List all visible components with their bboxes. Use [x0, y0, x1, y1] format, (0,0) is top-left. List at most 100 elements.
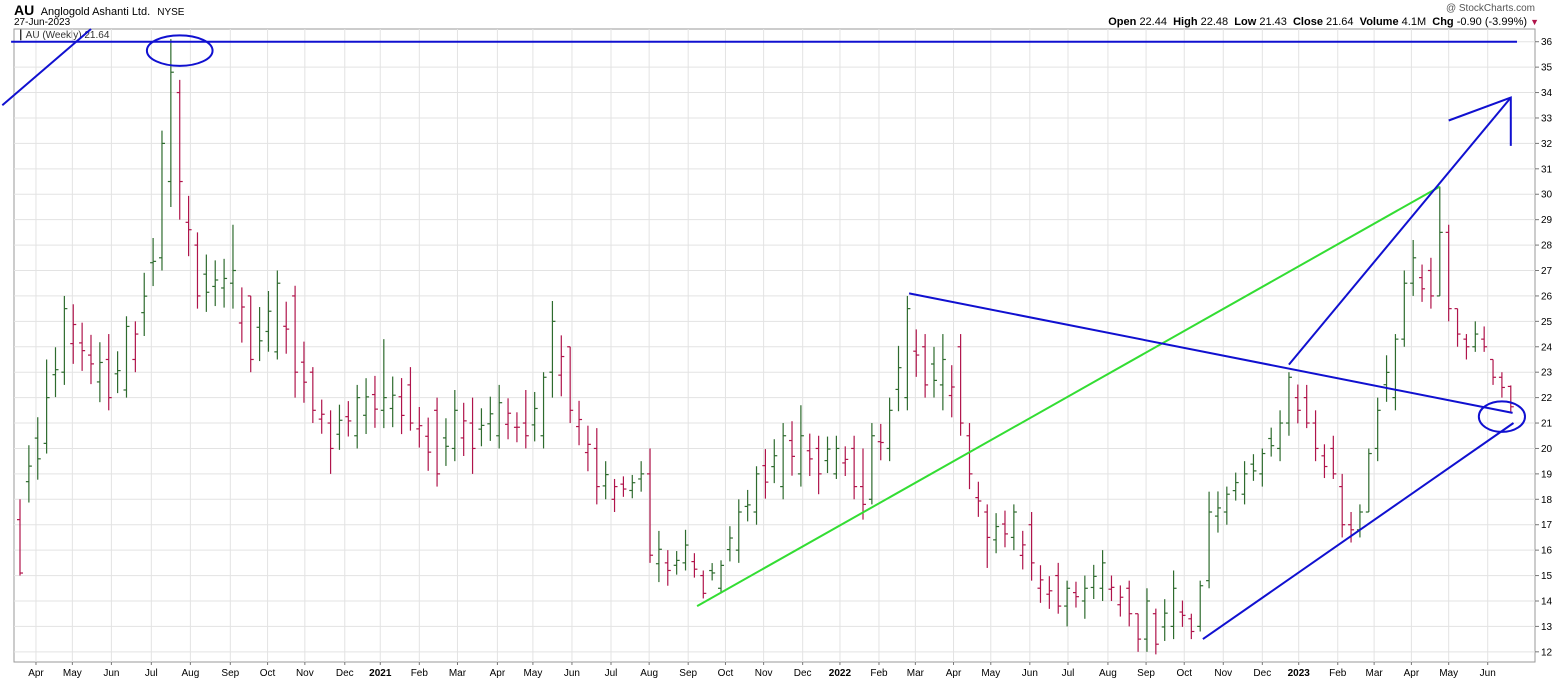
ohlc-bar — [975, 481, 982, 517]
x-tick-label: Oct — [1176, 668, 1192, 679]
ohlc-bar — [638, 461, 645, 492]
ohlc-bar — [185, 195, 192, 257]
ohlc-bar — [442, 418, 449, 466]
company-name: Anglogold Ashanti Ltd. — [40, 6, 151, 18]
ohlc-bar — [87, 334, 94, 385]
ohlc-bar — [1090, 564, 1097, 599]
x-tick-label: Nov — [296, 668, 314, 679]
ohlc-bar — [336, 404, 343, 450]
y-axis: 12 13 14 15 16 17 18 19 20 21 22 23 24 25 26 27 28 29 30 31… — [1535, 37, 1553, 658]
ohlc-bar — [1507, 385, 1514, 413]
y-tick-label: 12 — [1541, 647, 1553, 658]
y-tick-label: 17 — [1541, 520, 1553, 531]
ohlc-bar — [762, 449, 769, 499]
series-legend-label: AU (Weekly) 21.64 — [25, 30, 110, 41]
ohlc-bar — [221, 258, 228, 308]
ohlc-bar — [150, 238, 157, 287]
ohlc-bar — [1419, 264, 1426, 302]
y-tick-label: 15 — [1541, 571, 1553, 582]
ohlc-bar — [141, 272, 148, 337]
ohlc-bar — [664, 550, 671, 586]
x-tick-label: Dec — [336, 668, 354, 679]
x-tick-label: Feb — [411, 668, 429, 679]
ohlc-bar — [993, 513, 1000, 554]
y-tick-label: 24 — [1541, 342, 1553, 353]
ohlc-bar — [1410, 240, 1417, 296]
ohlc-bar — [1055, 562, 1062, 614]
ohlc-bar — [576, 400, 583, 446]
y-tick-label: 26 — [1541, 291, 1553, 302]
ohlc-bar — [1365, 448, 1372, 513]
ohlc-bar — [1161, 599, 1168, 641]
ohlc-bar — [309, 367, 316, 424]
close-value: 21.64 — [1326, 16, 1354, 28]
blue-trendline — [908, 292, 1513, 414]
x-tick-label: Nov — [1214, 668, 1232, 679]
highlight-ellipse — [1477, 400, 1526, 433]
ohlc-bar — [1392, 334, 1399, 411]
x-tick-label: Sep — [1137, 668, 1155, 679]
x-tick-label: 2022 — [829, 668, 852, 679]
y-tick-label: 21 — [1541, 419, 1553, 430]
ohlc-bar — [327, 410, 334, 474]
ohlc-bar — [842, 446, 849, 477]
ohlc-bar — [886, 397, 893, 462]
x-tick-label: Aug — [1099, 668, 1117, 679]
ohlc-bar — [70, 304, 77, 364]
y-tick-label: 16 — [1541, 546, 1553, 557]
ohlc-bar — [1285, 372, 1292, 436]
ohlc-bar — [620, 476, 627, 497]
ohlc-bar — [611, 478, 618, 513]
ohlc-bar — [1490, 358, 1497, 385]
ohlc-bar — [194, 232, 201, 309]
ohlc-bar — [1010, 504, 1017, 551]
ohlc-bar — [487, 396, 494, 441]
x-tick-label: Oct — [718, 668, 734, 679]
ohlc-bar — [371, 375, 378, 428]
price-bars — [17, 39, 1514, 655]
x-tick-label: Dec — [794, 668, 812, 679]
ohlc-bar — [1348, 512, 1355, 543]
ohlc-bar — [79, 322, 86, 371]
ohlc-bar — [682, 529, 689, 571]
x-tick-label: Mar — [1366, 668, 1384, 679]
ohlc-bar — [735, 499, 742, 563]
ohlc-bar — [1232, 472, 1239, 501]
grid — [14, 29, 1535, 662]
ohlc-bar — [96, 342, 103, 403]
ohlc-bar — [895, 345, 902, 412]
ohlc-bar — [1383, 355, 1390, 402]
ohlc-bar — [158, 130, 165, 271]
x-tick-label: 2023 — [1288, 668, 1311, 679]
ohlc-bar — [904, 295, 911, 411]
ohlc-bar — [1250, 454, 1257, 481]
y-tick-label: 34 — [1541, 88, 1553, 99]
open-value: 22.44 — [1139, 16, 1167, 28]
ticker-symbol: AU — [14, 2, 35, 18]
ohlc-bar — [274, 270, 281, 360]
ohlc-bar — [1401, 270, 1408, 347]
ohlc-bar — [300, 341, 307, 403]
highlight-ellipse — [145, 34, 214, 67]
ohlc-bar — [549, 301, 556, 398]
annotations — [1, 28, 1526, 640]
stockcharts-watermark: @ StockCharts.com — [1445, 3, 1535, 14]
ohlc-bar — [851, 435, 858, 500]
ohlc-bar — [673, 551, 680, 575]
ohlc-bar — [709, 563, 716, 581]
y-tick-label: 25 — [1541, 317, 1553, 328]
ohlc-bar — [1117, 585, 1124, 617]
ohlc-bar — [1206, 491, 1213, 589]
ohlc-bar — [407, 367, 414, 431]
ohlc-bar — [496, 384, 503, 449]
y-tick-label: 27 — [1541, 266, 1553, 277]
ohlc-bar — [1303, 384, 1310, 429]
y-tick-label: 31 — [1541, 164, 1553, 175]
x-tick-label: Oct — [260, 668, 276, 679]
x-tick-label: Sep — [679, 668, 697, 679]
ohlc-bar — [283, 301, 290, 354]
ohlc-bar — [1339, 473, 1346, 538]
x-tick-label: Feb — [870, 668, 888, 679]
ohlc-bar — [780, 423, 787, 500]
ohlc-bar — [1152, 608, 1159, 655]
